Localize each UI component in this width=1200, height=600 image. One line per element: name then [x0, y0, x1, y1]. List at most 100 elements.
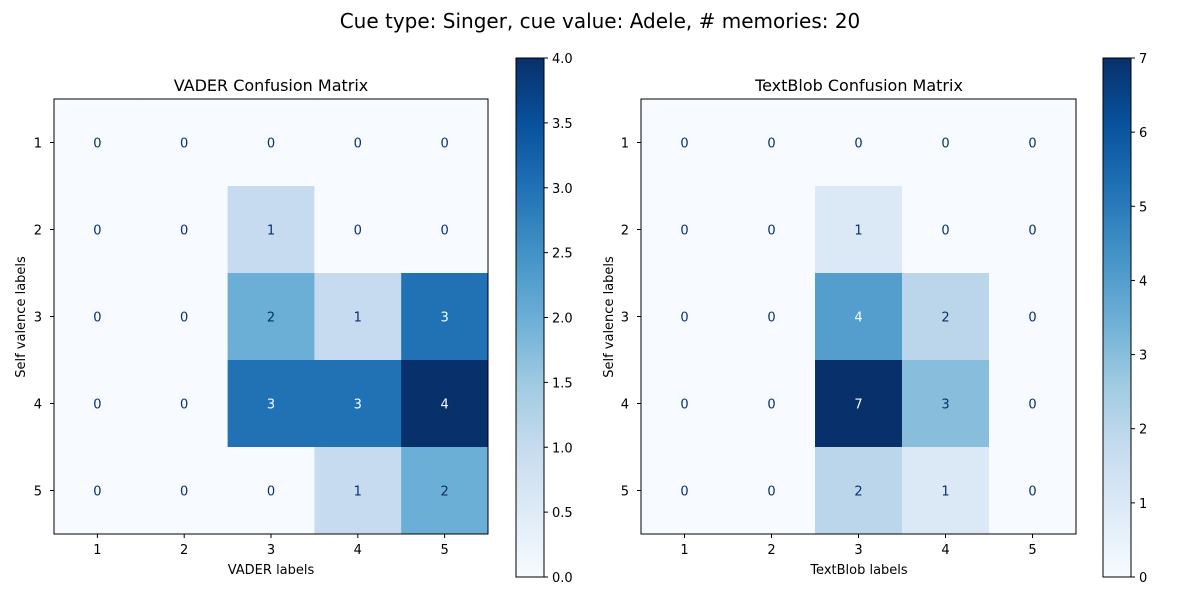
y-tick-label: 4: [621, 398, 629, 413]
cell-r2-c3: [227, 186, 315, 274]
cell-value-r1-c4: 0: [354, 137, 362, 152]
colorbar-tick-label: 5: [1139, 200, 1147, 215]
cell-value-r3-c2: 0: [767, 311, 775, 326]
cell-value-r1-c2: 0: [180, 137, 188, 152]
x-tick-label: 1: [680, 543, 688, 558]
cell-value-r4-c1: 0: [93, 398, 101, 413]
x-tick-labels: 1 2 3 4 5: [93, 534, 449, 558]
cell-value-r2-c3: 1: [267, 224, 275, 239]
cell-r2-c1: [641, 186, 729, 274]
cell-r3-c1: [54, 273, 142, 361]
cell-value-r2-c2: 0: [180, 224, 188, 239]
x-tick-label: 4: [354, 543, 362, 558]
y-tick-label: 5: [621, 485, 629, 500]
cell-r1-c4: [902, 99, 990, 187]
vader-confusion-matrix: VADER Confusion Matrix 0 0 0 0 00 0 1 0 00 0 2 1 30 0…: [14, 52, 573, 586]
cell-r3-c4: [314, 273, 402, 361]
y-tick-labels: 1 2 3 4 5: [621, 137, 641, 500]
cell-r3-c2: [728, 273, 816, 361]
cell-value-r1-c1: 0: [93, 137, 101, 152]
x-tick-labels: 1 2 3 4 5: [680, 534, 1037, 558]
cell-r5-c4: [314, 447, 402, 535]
cell-r2-c2: [728, 186, 816, 274]
cell-value-r4-c5: 0: [1028, 398, 1036, 413]
y-tick-label: 2: [34, 224, 42, 239]
cell-value-r5-c2: 0: [767, 485, 775, 500]
colorbar-tick-label: 4.0: [552, 52, 573, 67]
colorbar-tick-label: 3.0: [552, 182, 573, 197]
cell-value-r3-c2: 0: [180, 311, 188, 326]
cell-value-r5-c4: 1: [941, 485, 949, 500]
cell-value-r2-c5: 0: [440, 224, 448, 239]
cell-r2-c5: [989, 186, 1077, 274]
cell-value-r3-c1: 0: [93, 311, 101, 326]
y-tick-label: 4: [34, 398, 42, 413]
cell-r1-c2: [140, 99, 229, 187]
cell-r5-c3: [227, 447, 315, 535]
cell-r2-c2: [140, 186, 229, 274]
colorbar-tick-label: 2.5: [552, 247, 573, 262]
cell-value-r4-c5: 4: [440, 398, 448, 413]
cell-value-r4-c4: 3: [941, 398, 949, 413]
colorbar-tick-label: 2.0: [552, 312, 573, 327]
cell-value-r3-c1: 0: [680, 311, 688, 326]
cell-value-r5-c3: 0: [267, 485, 275, 500]
cell-r1-c1: [641, 99, 729, 187]
figure-title: Cue type: Singer, cue value: Adele, # me…: [340, 9, 861, 33]
cell-r1-c4: [314, 99, 402, 187]
cell-value-r5-c5: 2: [440, 485, 448, 500]
chart-title: TextBlob Confusion Matrix: [754, 76, 963, 95]
cell-r4-c1: [54, 360, 142, 448]
cell-value-r2-c4: 0: [354, 224, 362, 239]
cell-r4-c3: [227, 360, 315, 448]
x-tick-label: 3: [854, 543, 862, 558]
x-tick-label: 3: [267, 543, 275, 558]
cell-value-r4-c1: 0: [680, 398, 688, 413]
colorbar-tick-label: 7: [1139, 52, 1147, 67]
cell-r2-c4: [902, 186, 990, 274]
y-tick-label: 1: [621, 137, 629, 152]
cell-r3-c1: [641, 273, 729, 361]
cell-value-r3-c5: 0: [1028, 311, 1036, 326]
cell-r2-c1: [54, 186, 142, 274]
x-tick-label: 4: [941, 543, 949, 558]
cell-r3-c3: [227, 273, 315, 361]
colorbar-bar: [1102, 57, 1132, 578]
y-tick-label: 3: [34, 311, 42, 326]
colorbar-tick-label: 3.5: [552, 117, 573, 132]
colorbar-tick-label: 2: [1139, 423, 1147, 438]
y-tick-label: 3: [621, 311, 629, 326]
cell-r4-c1: [641, 360, 729, 448]
x-axis-label: VADER labels: [228, 563, 315, 578]
cell-r4-c3: [815, 360, 903, 448]
cell-r5-c5: [989, 447, 1077, 535]
cell-r4-c4: [902, 360, 990, 448]
x-tick-label: 1: [93, 543, 101, 558]
cell-r1-c2: [728, 99, 816, 187]
cell-value-r4-c3: 7: [854, 398, 862, 413]
cell-r4-c2: [140, 360, 229, 448]
cell-value-r5-c1: 0: [93, 485, 101, 500]
cell-value-r5-c4: 1: [354, 485, 362, 500]
colorbar: 0.0 0.5 1.0 1.5 2.0 2.5 3.0 3.5 4.0: [515, 52, 573, 586]
x-tick-label: 2: [767, 543, 775, 558]
cell-r4-c2: [728, 360, 816, 448]
cell-value-r5-c1: 0: [680, 485, 688, 500]
colorbar-bar: [515, 57, 545, 578]
cell-value-r4-c2: 0: [180, 398, 188, 413]
cell-r1-c3: [815, 99, 903, 187]
cell-r3-c5: [989, 273, 1077, 361]
colorbar-tick-label: 0.0: [552, 571, 573, 586]
colorbar-tick-label: 6: [1139, 126, 1147, 141]
x-tick-label: 5: [440, 543, 448, 558]
cell-value-r1-c2: 0: [767, 137, 775, 152]
cell-value-r4-c4: 3: [354, 398, 362, 413]
cell-value-r1-c3: 0: [267, 137, 275, 152]
cell-value-r2-c1: 0: [93, 224, 101, 239]
colorbar-tick-label: 0: [1139, 571, 1147, 586]
cell-r4-c4: [314, 360, 402, 448]
y-tick-label: 2: [621, 224, 629, 239]
heatmap-cells: 0 0 0 0 0 0 0 1 0 0 0 0 4 2 0 0 0 7 3 0 0 0 2 1 0: [641, 99, 1077, 535]
